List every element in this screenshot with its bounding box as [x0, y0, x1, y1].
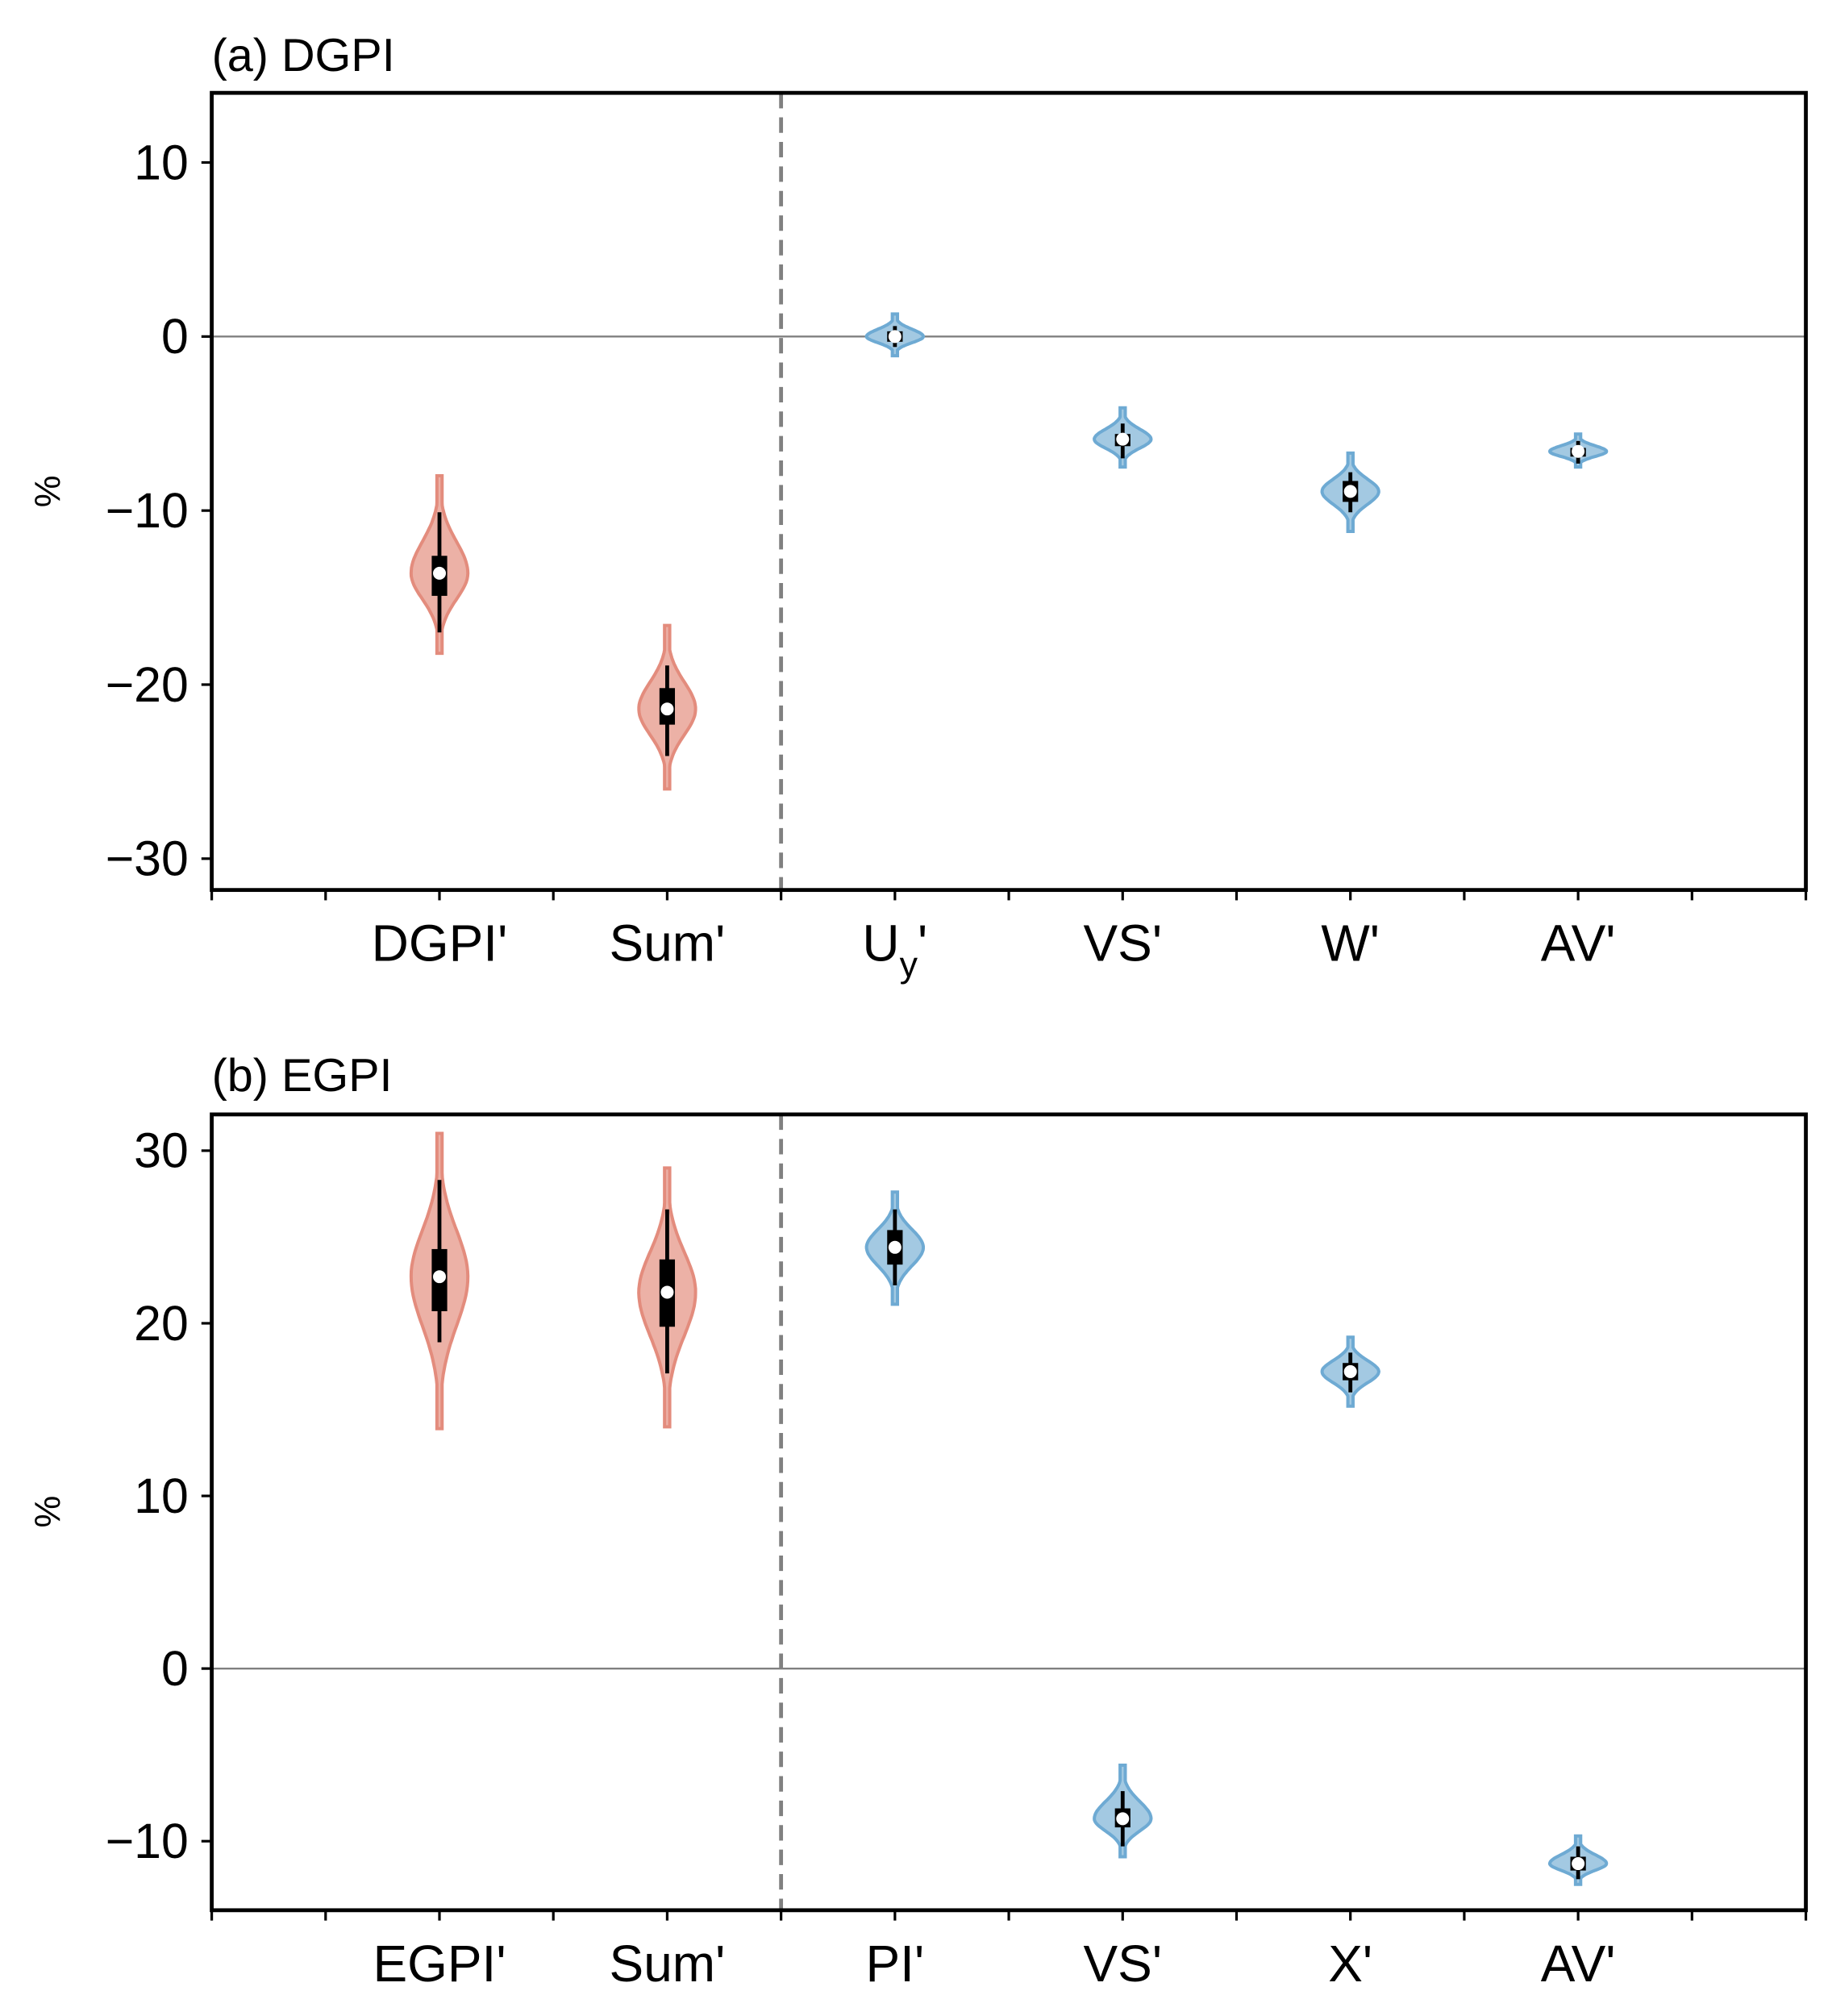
xtick-label: Uy'	[862, 914, 927, 985]
xtick-label-main: PI	[866, 1935, 914, 1993]
violin-median-dot	[433, 1270, 447, 1284]
xtick-label-prime: '	[1370, 914, 1380, 973]
violin-median-dot	[433, 566, 447, 580]
ytick-label: −10	[106, 483, 189, 538]
xtick-label-prime: '	[715, 1935, 725, 1993]
xtick-label-prime: '	[914, 1935, 924, 1993]
xtick-label-main: VS	[1083, 914, 1151, 973]
ytick-label: 20	[134, 1296, 189, 1351]
xtick-label-main: W	[1321, 914, 1370, 973]
xtick-label: AV'	[1541, 914, 1616, 973]
xtick-label-prime: '	[715, 914, 725, 973]
panel-a-title: (a) DGPI	[212, 30, 395, 81]
xtick-label-subscript: y	[900, 944, 918, 985]
panel-b-egpi: (b) EGPI % EGPI' Sum' PI' VS' X' AV'3020100−1…	[27, 1050, 1808, 1993]
violin-median-dot	[1116, 1812, 1130, 1826]
xtick-label: PI'	[866, 1935, 925, 1993]
xtick-label-prime: '	[1152, 914, 1162, 973]
xtick-label: VS'	[1083, 914, 1162, 973]
xtick-label-prime: '	[498, 914, 507, 973]
panel-a-dgpi: (a) DGPI % DGPI' Sum' Uy' VS' W' AV'100−10−20…	[27, 30, 1808, 985]
ytick-label: −20	[106, 657, 189, 712]
xtick-label-main: AV	[1541, 914, 1606, 973]
violin-median-dot	[660, 702, 674, 716]
violin-median-dot	[1343, 485, 1357, 498]
violin-median-dot	[1343, 1364, 1357, 1378]
axes-frame	[210, 90, 1808, 893]
ytick-label: 0	[161, 1641, 189, 1696]
xtick-label-prime: '	[1152, 1935, 1162, 1993]
xtick-label-prime: '	[1605, 1935, 1615, 1993]
xtick-label: EGPI'	[373, 1935, 506, 1993]
panel-b-title: (b) EGPI	[212, 1050, 393, 1102]
xtick-label: Sum'	[610, 914, 726, 973]
violin-median-dot	[888, 330, 902, 344]
violin-median-dot	[1572, 1857, 1585, 1871]
xtick-label-main: Sum	[610, 914, 716, 973]
ytick-label: 10	[134, 1468, 189, 1523]
xtick-label-main: Sum	[610, 1935, 716, 1993]
ytick-label: −10	[106, 1814, 189, 1868]
ytick-label: −30	[106, 831, 189, 886]
xtick-label-prime: '	[1363, 1935, 1372, 1993]
xtick-label: AV'	[1541, 1935, 1616, 1993]
xtick-label-main: VS	[1083, 1935, 1151, 1993]
xtick-label-main: AV	[1541, 1935, 1606, 1993]
xtick-label-main: X	[1328, 1935, 1363, 1993]
xtick-label: X'	[1328, 1935, 1372, 1993]
xtick-label: Sum'	[610, 1935, 726, 1993]
xtick-label-prime: '	[1605, 914, 1615, 973]
xtick-label-main: EGPI	[373, 1935, 496, 1993]
violin-median-dot	[660, 1285, 674, 1299]
xtick-label: DGPI'	[372, 914, 508, 973]
xtick-label-main: DGPI	[372, 914, 498, 973]
violin-median-dot	[1572, 444, 1585, 458]
panel-a-ylabel: %	[27, 475, 68, 507]
xtick-label: W'	[1321, 914, 1380, 973]
ytick-label: 10	[134, 135, 189, 190]
ytick-label: 0	[161, 309, 189, 364]
violin-median-dot	[1116, 432, 1130, 446]
ytick-label: 30	[134, 1123, 189, 1178]
xtick-label-main: U	[862, 914, 899, 973]
xtick-label-prime: '	[496, 1935, 506, 1993]
violin-median-dot	[888, 1240, 902, 1254]
panel-b-ylabel: %	[27, 1496, 68, 1528]
xtick-label: VS'	[1083, 1935, 1162, 1993]
xtick-label-prime: '	[918, 914, 927, 973]
